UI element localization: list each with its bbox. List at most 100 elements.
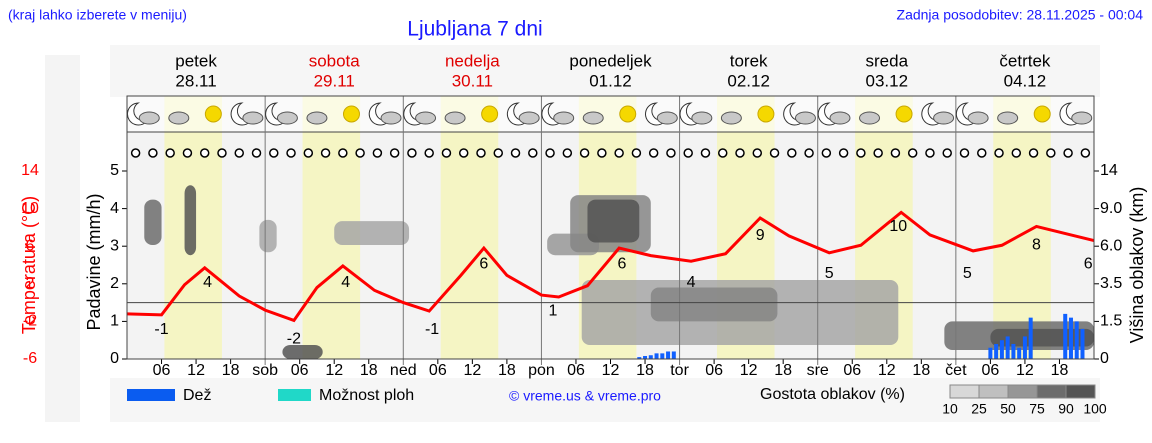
cloud-icon — [242, 111, 264, 125]
precip-bar — [1080, 328, 1085, 359]
wind-icon — [925, 148, 935, 158]
wind-icon — [165, 148, 175, 158]
day-abbr: pon — [528, 362, 555, 379]
hour-label: 06 — [705, 362, 723, 379]
wind-icon — [907, 148, 918, 158]
temp-label: -1 — [154, 321, 168, 338]
cloud-icon — [444, 111, 466, 125]
sun-icon — [757, 105, 775, 123]
wind-icon — [1011, 148, 1022, 158]
temp-label: 4 — [341, 274, 350, 291]
cloud-icon — [415, 111, 437, 125]
temp-label: 8 — [1032, 237, 1041, 254]
temperature-line — [126, 210, 1095, 323]
day-date: 01.12 — [589, 71, 632, 90]
wind-icon — [130, 148, 141, 158]
wind-icon — [856, 148, 866, 158]
wind-icon — [614, 148, 624, 158]
precip-bar — [1005, 336, 1010, 359]
legend-panel — [110, 378, 1100, 422]
density-swatch — [1007, 384, 1038, 399]
sun-icon — [619, 105, 637, 123]
precip-axis-title: Padavine (mm/h) — [84, 193, 104, 330]
wind-icon — [752, 148, 763, 158]
hour-label: 12 — [740, 362, 758, 379]
cloud-icon — [829, 111, 851, 125]
cloud-icon — [859, 111, 881, 125]
precip-bar — [1068, 317, 1073, 359]
day-abbr: čet — [945, 362, 967, 379]
hour-label: 18 — [222, 362, 240, 379]
precip-bar — [988, 347, 993, 359]
precip-bar — [1063, 313, 1068, 359]
day-date: 30.11 — [452, 71, 493, 90]
hour-label: 18 — [1051, 362, 1069, 379]
wind-icon — [355, 148, 365, 158]
plot-frame — [126, 95, 1095, 360]
wind-icon — [959, 148, 970, 158]
cloud-icon — [138, 111, 160, 125]
legend-showers-label: Možnost ploh — [319, 387, 414, 404]
wind-icon — [1028, 148, 1039, 158]
precip-bar — [1022, 336, 1027, 359]
cloud-icon — [967, 111, 989, 125]
day-name: petek — [175, 51, 217, 70]
wind-icon — [735, 148, 745, 158]
day-abbr: sre — [807, 362, 829, 379]
temp-label: 5 — [825, 265, 834, 282]
cloud-cell — [184, 185, 197, 256]
precip-bar — [654, 353, 659, 359]
temp-label: 9 — [756, 227, 765, 244]
hour-label: 18 — [912, 362, 930, 379]
temp-label: 1 — [548, 302, 557, 319]
precip-bar — [994, 343, 999, 359]
wind-icon — [303, 148, 314, 158]
wind-icon — [251, 148, 262, 158]
wind-icon — [1080, 148, 1091, 158]
hour-label: 18 — [636, 362, 654, 379]
cloud-icon — [933, 111, 955, 125]
temp-label: 6 — [618, 255, 627, 272]
y2-tick-label: 9.0 — [1100, 200, 1122, 217]
wind-icon — [1046, 148, 1056, 158]
day-date: 28.11 — [175, 71, 216, 90]
day-date: 29.11 — [314, 71, 355, 90]
sun-icon — [204, 105, 222, 123]
density-swatch — [949, 384, 980, 399]
day-date: 04.12 — [1004, 71, 1047, 90]
precip-bar — [660, 353, 665, 359]
wind-icon — [199, 148, 210, 158]
wind-icon — [269, 148, 279, 158]
cloud-cell — [282, 344, 323, 359]
precip-bar — [1011, 343, 1016, 359]
wind-icon — [441, 148, 452, 158]
wind-icon — [579, 148, 590, 158]
cloud-icon — [691, 111, 713, 125]
wind-icon — [804, 148, 814, 158]
day-abbr: tor — [670, 362, 689, 379]
y2-tick-label: 6.0 — [1100, 237, 1122, 254]
y-tick-label: 3 — [110, 237, 119, 254]
wind-icon — [338, 148, 348, 158]
day-name: sreda — [866, 51, 909, 70]
temp-label: 6 — [479, 255, 488, 272]
day-name: četrtek — [999, 51, 1051, 70]
y-tick-label: 0 — [110, 350, 119, 367]
density-label: 50 — [1000, 401, 1016, 417]
y-tick-label: 1 — [110, 313, 119, 330]
hour-label: 06 — [153, 362, 171, 379]
temp-label: 4 — [203, 274, 212, 291]
wind-icon — [666, 148, 676, 158]
day-name: nedelja — [445, 51, 500, 70]
wind-icon — [424, 148, 434, 158]
temp-tick-label: -2 — [23, 313, 37, 330]
cloud-axis-title: Višina oblakov (km) — [1127, 187, 1147, 344]
title: Ljubljana 7 dni — [407, 18, 542, 41]
day-date: 02.12 — [727, 71, 770, 90]
cloud-cell — [259, 219, 277, 253]
wind-icon — [407, 148, 417, 158]
wind-icon — [217, 148, 227, 158]
sun-icon — [895, 105, 913, 123]
wind-icon — [994, 148, 1004, 158]
wind-icon — [977, 148, 987, 158]
